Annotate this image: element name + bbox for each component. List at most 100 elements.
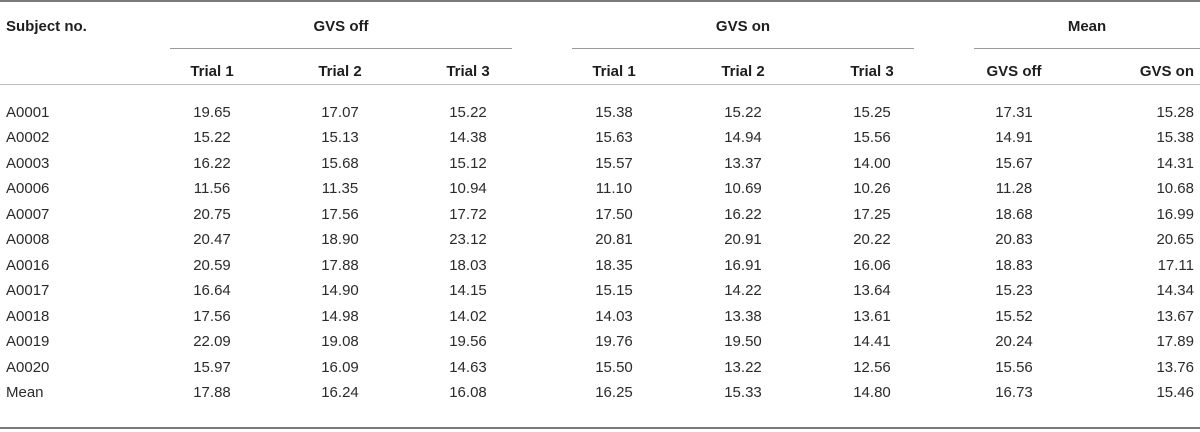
table-cell: 14.34 — [1156, 282, 1194, 300]
table-cell: 17.72 — [449, 205, 487, 223]
subject-header: Subject no. — [6, 18, 87, 35]
table-cell: 19.65 — [193, 104, 231, 121]
table-cell: 16.09 — [321, 358, 359, 376]
table-cell: 17.88 — [193, 383, 231, 401]
column-header: Trial 1 — [190, 63, 234, 80]
group-header-mean: Mean — [1067, 18, 1107, 35]
table-cell: 11.28 — [995, 180, 1033, 198]
table-cell: 14.94 — [724, 129, 762, 147]
table-cell: 18.03 — [449, 256, 487, 274]
column-header: Trial 2 — [721, 63, 765, 80]
table-cell: 17.88 — [321, 256, 359, 274]
table-cell: 15.46 — [1156, 383, 1194, 401]
table-cell: 14.80 — [853, 383, 891, 401]
row-subject-cell: A0020 — [6, 358, 50, 376]
table-cell: 16.08 — [449, 383, 487, 401]
table-cell: 17.56 — [193, 307, 231, 325]
table-cell: 13.38 — [724, 307, 762, 325]
table-cell: 15.56 — [995, 358, 1033, 376]
table-cell: 17.50 — [595, 205, 633, 223]
table-cell: 15.68 — [321, 154, 359, 172]
table-cell: 22.09 — [193, 333, 231, 351]
table-cell: 16.25 — [595, 383, 633, 401]
table-cell: 18.68 — [995, 205, 1033, 223]
table-cell: 15.57 — [595, 154, 633, 172]
table-cell: 15.67 — [995, 154, 1033, 172]
column-header: Trial 3 — [446, 63, 490, 80]
column-header: Trial 1 — [592, 63, 636, 80]
table-cell: 16.24 — [321, 383, 359, 401]
table-cell: 14.31 — [1156, 154, 1194, 172]
table-cell: 20.83 — [995, 231, 1033, 249]
table-cell: 15.50 — [595, 358, 633, 376]
table-cell: 16.99 — [1156, 205, 1194, 223]
table-cell: 14.38 — [449, 129, 487, 147]
table-cell: 10.68 — [1156, 180, 1194, 198]
column-header: Trial 3 — [850, 63, 894, 80]
row-subject-cell: A0001 — [6, 104, 50, 121]
table-cell: 17.11 — [1157, 256, 1194, 274]
table-cell: 17.56 — [321, 205, 359, 223]
table-cell: 13.67 — [1156, 307, 1194, 325]
table-cell: 14.63 — [449, 358, 487, 376]
table-cell: 16.06 — [853, 256, 891, 274]
table-cell: 19.76 — [595, 333, 633, 351]
table-cell: 12.56 — [853, 358, 891, 376]
group-rule-mean — [974, 48, 1200, 49]
table-bottom-rule — [0, 427, 1200, 429]
table-cell: 16.91 — [724, 256, 762, 274]
table-cell: 14.02 — [449, 307, 487, 325]
table-cell: 15.33 — [724, 383, 762, 401]
table-cell: 15.97 — [193, 358, 231, 376]
table-cell: 18.83 — [995, 256, 1033, 274]
table-cell: 13.61 — [853, 307, 891, 325]
column-header: GVS off — [986, 63, 1042, 80]
table-cell: 16.73 — [995, 383, 1033, 401]
table-cell: 15.13 — [321, 129, 359, 147]
table-cell: 17.07 — [321, 104, 359, 121]
row-subject-cell: A0019 — [6, 333, 50, 351]
group-header-gvs-on: GVS on — [715, 18, 771, 35]
table-cell: 14.91 — [995, 129, 1033, 147]
table-cell: 15.25 — [853, 104, 891, 121]
group-rule-gvs-off — [170, 48, 512, 49]
table-cell: 14.15 — [449, 282, 487, 300]
table-cell: 11.10 — [595, 180, 633, 198]
table-cell: 11.35 — [321, 180, 359, 198]
table-cell: 19.56 — [449, 333, 487, 351]
table-cell: 18.35 — [595, 256, 633, 274]
table-cell: 15.22 — [724, 104, 762, 121]
header-bottom-rule — [0, 84, 1200, 85]
table-cell: 14.41 — [853, 333, 891, 351]
table-cell: 20.24 — [995, 333, 1033, 351]
table-cell: 15.28 — [1156, 104, 1194, 121]
table-cell: 14.98 — [321, 307, 359, 325]
table-cell: 15.22 — [193, 129, 231, 147]
row-subject-cell: A0018 — [6, 307, 50, 325]
table-cell: 14.00 — [853, 154, 891, 172]
table-cell: 20.59 — [193, 256, 231, 274]
table-cell: 20.65 — [1156, 231, 1194, 249]
row-subject-cell: A0006 — [6, 180, 50, 198]
group-rule-gvs-on — [572, 48, 914, 49]
table-cell: 20.91 — [724, 231, 762, 249]
table-cell: 13.22 — [724, 358, 762, 376]
row-subject-cell: A0008 — [6, 231, 50, 249]
table-cell: 10.69 — [724, 180, 762, 198]
table-cell: 15.56 — [853, 129, 891, 147]
table-cell: 14.22 — [724, 282, 762, 300]
row-subject-cell: A0016 — [6, 256, 50, 274]
table-cell: 14.03 — [595, 307, 633, 325]
table-cell: 15.63 — [595, 129, 633, 147]
table-cell: 17.25 — [853, 205, 891, 223]
table-cell: 16.22 — [724, 205, 762, 223]
table-cell: 18.90 — [321, 231, 359, 249]
table-cell: 10.26 — [853, 180, 891, 198]
table-cell: 13.64 — [853, 282, 891, 300]
table-cell: 20.47 — [193, 231, 231, 249]
table-cell: 13.37 — [724, 154, 762, 172]
table-cell: 20.22 — [853, 231, 891, 249]
column-header: GVS on — [1139, 63, 1194, 80]
table-cell: 19.50 — [724, 333, 762, 351]
